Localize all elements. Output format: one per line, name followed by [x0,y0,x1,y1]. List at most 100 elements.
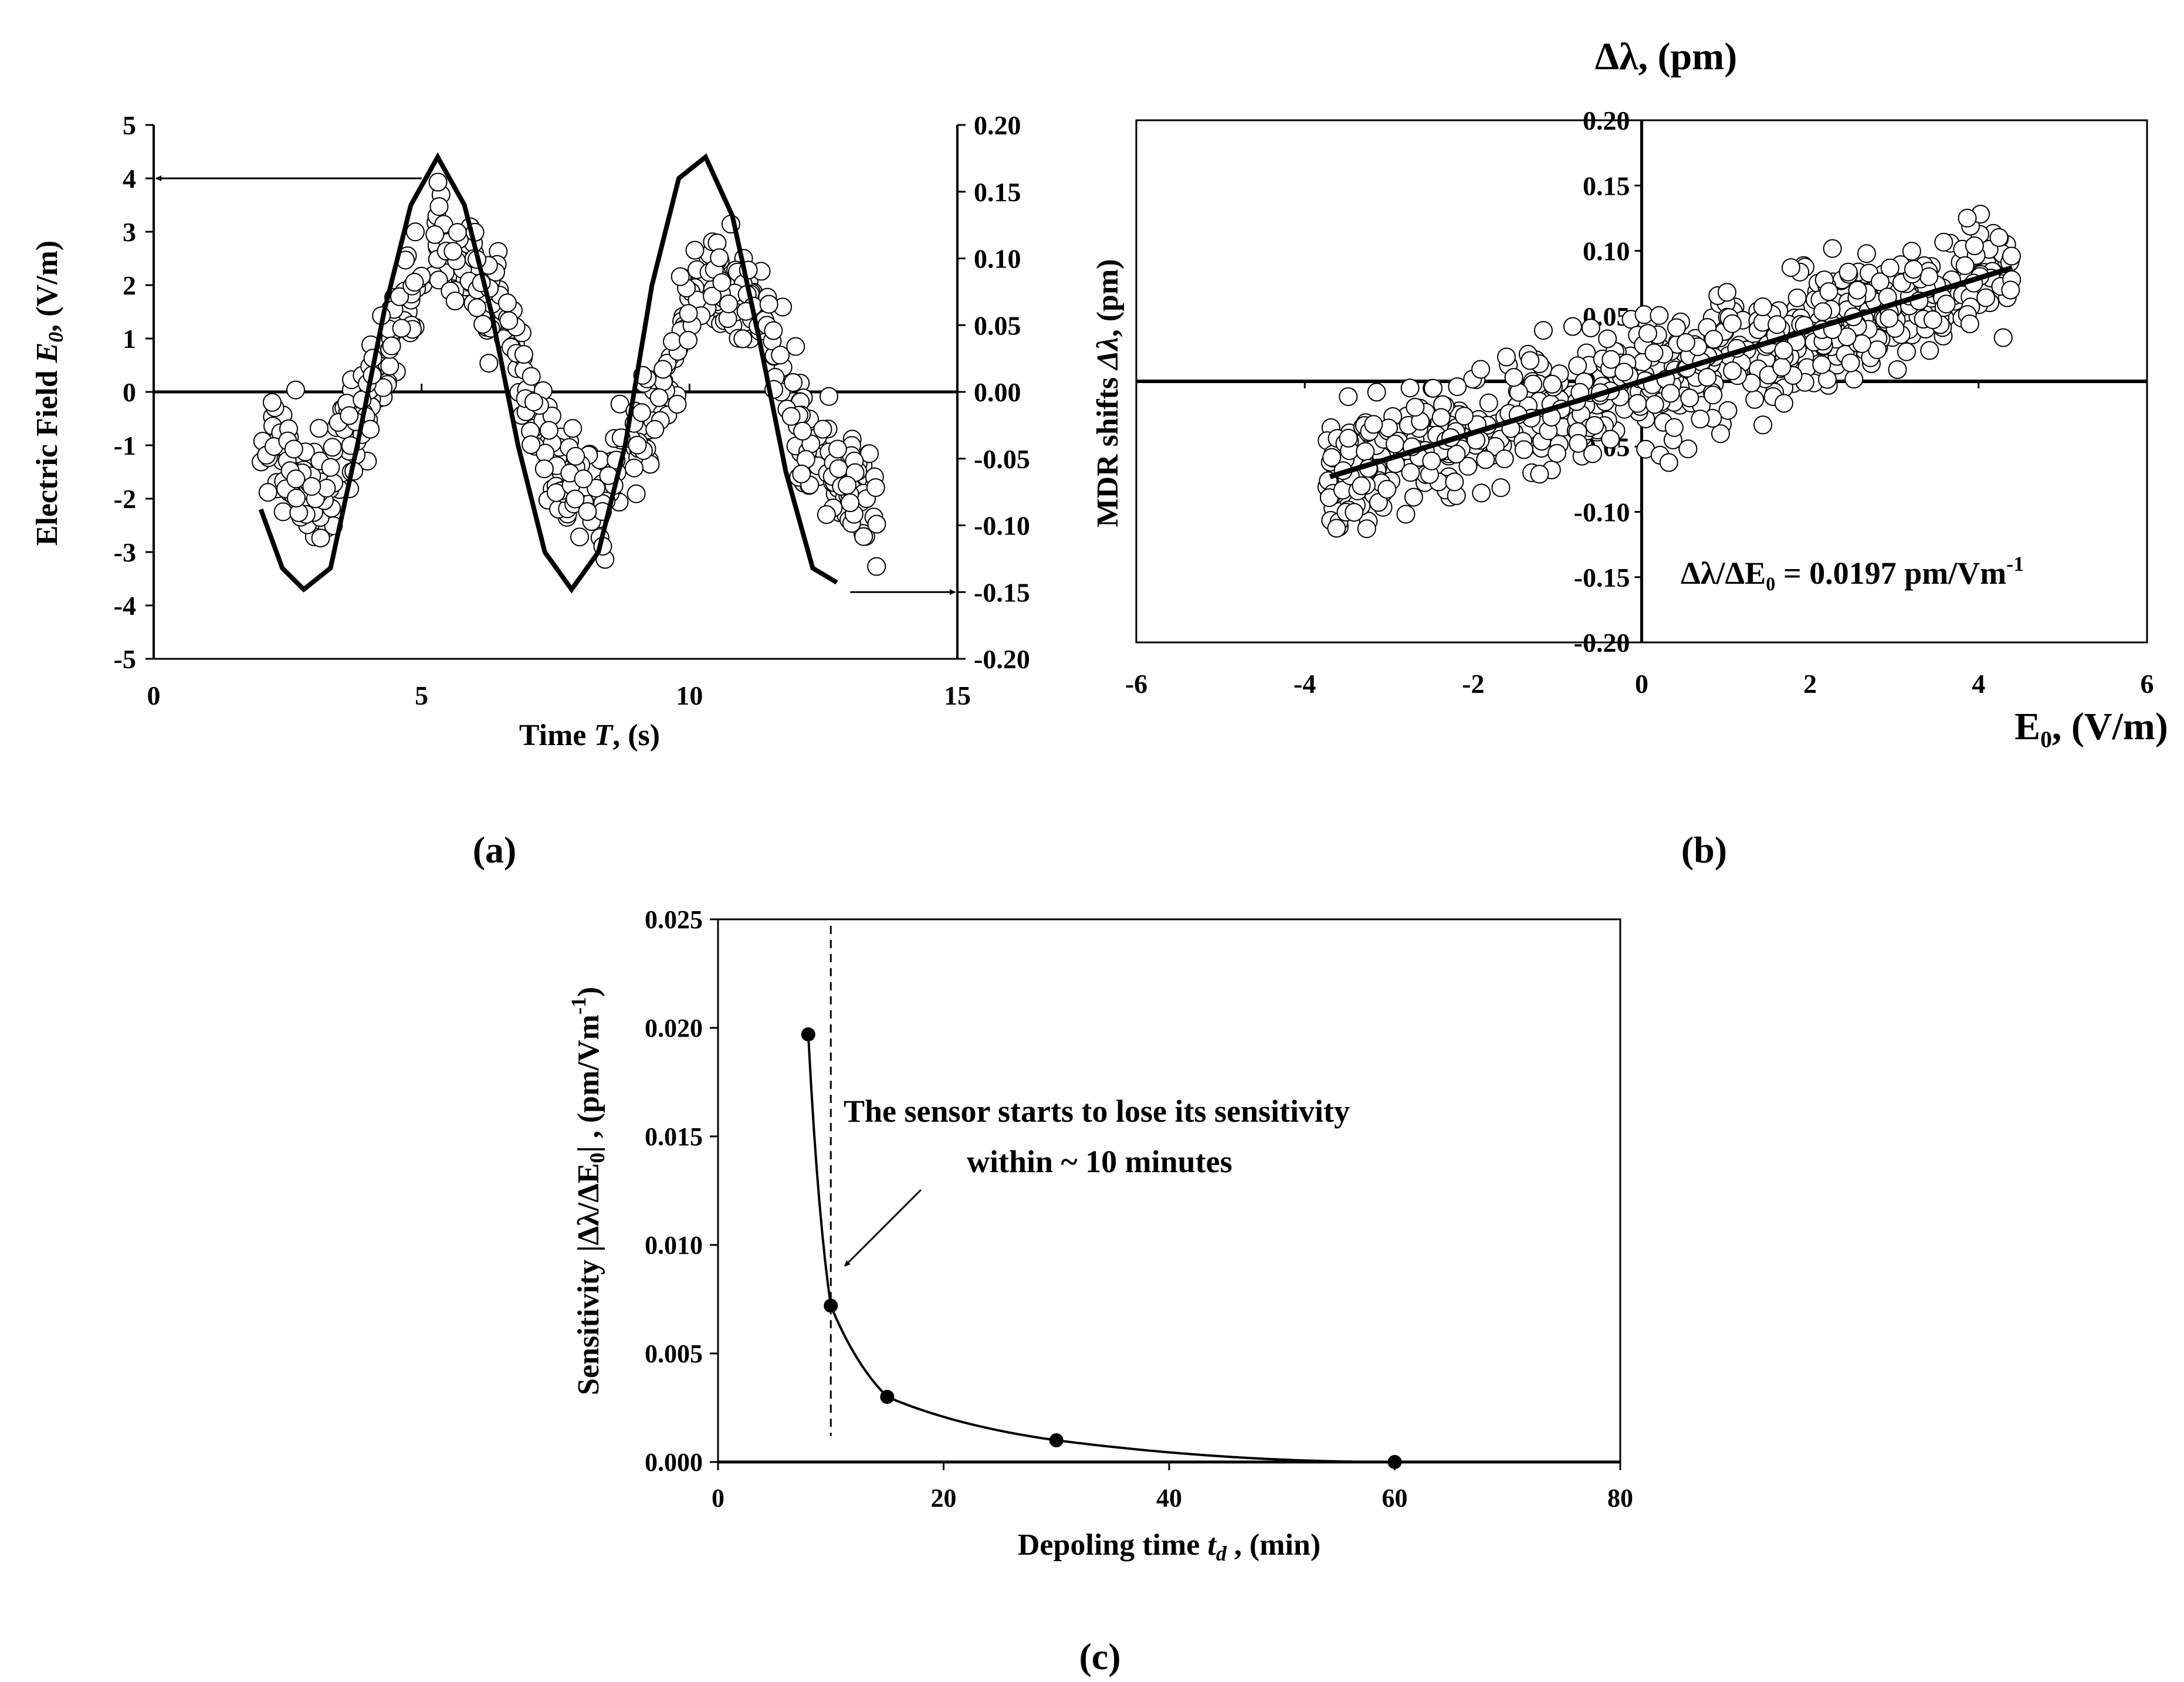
a-data-point [546,483,566,502]
a-data-point [574,469,593,489]
a-data-point [578,502,597,521]
b-y-tick-label: 0.15 [1583,171,1630,201]
a-left-tick-label: 4 [123,164,136,194]
c-y-tick-label: 0.020 [645,1014,703,1043]
b-y-tick-label: -0.15 [1574,563,1630,593]
a-data-point [443,242,463,261]
b-data-point [1339,387,1358,407]
a-data-point [712,273,732,292]
b-data-point [1711,424,1730,444]
b-data-point [1638,324,1657,343]
b-data-point [1431,408,1451,427]
a-left-tick-label: 3 [123,217,136,247]
b-data-point [1386,434,1404,454]
a-data-point [390,287,409,306]
c-tick-labels: 0 20 40 60 80 0.025 0.020 0.015 0.010 0.005 0.000 [645,905,1633,1512]
a-data-point [710,248,729,268]
b-data-point [1936,295,1956,314]
b-data-point [1667,318,1686,337]
a-left-tick-label: 0 [123,377,136,407]
b-x-tick-label: 0 [1635,669,1648,699]
b-data-point [1819,282,1838,301]
b-data-point [1448,377,1467,397]
b-data-point [1601,350,1621,369]
b-data-point [1993,328,2013,347]
b-data-point [1753,415,1773,435]
a-data-point [838,476,857,495]
a-data-point [570,527,589,547]
b-data-point [1367,383,1386,402]
b-data-point [1404,488,1423,507]
a-data-point [406,222,425,242]
a-left-tick-label: -4 [114,591,136,621]
b-data-point [1880,258,1899,277]
panel-c-chart: 0 20 40 60 800.0250.0200.0150.0100.0050.000 … [567,905,1633,1677]
a-data-point [828,439,847,459]
a-scatter-points [252,172,886,576]
a-data-point [262,392,282,412]
a-data-point [668,395,687,414]
a-data-point [286,469,306,489]
a-data-point [310,419,329,438]
b-data-point [1645,395,1664,414]
b-data-point [1491,478,1511,498]
c-data-point [880,1390,895,1404]
a-data-point [854,527,873,546]
b-data-point [1958,208,1977,228]
b-data-point [1659,453,1678,472]
b-data-point [1813,302,1833,321]
a-right-tick-label: -0.20 [974,644,1030,674]
c-data-point [801,1027,815,1042]
b-data-point [1857,244,1876,263]
b-data-point [1445,472,1464,492]
a-data-point [499,311,519,330]
c-data-point [824,1298,838,1313]
a-data-point [468,298,487,317]
b-fit-line [1329,265,2013,479]
c-x-tick-label: 40 [1156,1484,1182,1512]
a-data-point [610,394,629,414]
b-x-tick-label: -4 [1294,669,1316,699]
b-data-point [1322,448,1342,467]
a-data-point [867,515,886,534]
b-data-point [1767,315,1787,334]
a-x-tick-label: 15 [944,681,971,710]
a-data-point [632,403,651,422]
b-data-point [1723,361,1742,381]
b-data-point [1841,353,1860,373]
b-data-point [1422,451,1441,471]
a-data-point [792,464,811,483]
a-panel-label: (a) [473,829,517,871]
a-y-axis-label-right: MDR shifts Δλ, (pm) [1091,259,1125,527]
c-plot-frame [717,918,1621,1463]
a-data-point [685,241,705,260]
a-data-point [273,502,293,522]
b-data-point [1904,260,1923,279]
c-data-point [1049,1433,1064,1447]
b-x-tick-label: 6 [2141,669,2154,699]
b-data-point [1543,374,1562,394]
a-data-point [866,478,885,498]
b-data-point [1345,503,1364,522]
b-data-point [1897,342,1916,361]
a-right-tick-label: -0.15 [974,577,1030,607]
b-data-point [1583,444,1602,463]
a-data-point [479,354,499,373]
b-data-point [1523,374,1543,394]
a-left-tick-label: -5 [114,644,136,674]
b-data-point [1753,297,1772,316]
b-scatter-points [1317,205,2022,539]
a-data-point [473,314,493,334]
c-y-axis-label: Sensitivity |Δλ/ΔE0| , (pm/Vm-1) [567,987,609,1395]
b-data-point [1406,398,1425,417]
a-data-point [703,286,722,306]
b-y-tick-label: 0.10 [1583,236,1630,266]
a-x-tick-label: 10 [676,681,703,710]
b-title: Δλ, (pm) [1595,35,1737,78]
a-data-point [405,273,424,292]
a-left-tick-label: -3 [114,537,136,567]
a-data-point [764,321,783,340]
b-x-tick-label: 2 [1803,669,1817,699]
c-annotation-arrow [844,1189,922,1267]
a-data-point [649,388,669,407]
